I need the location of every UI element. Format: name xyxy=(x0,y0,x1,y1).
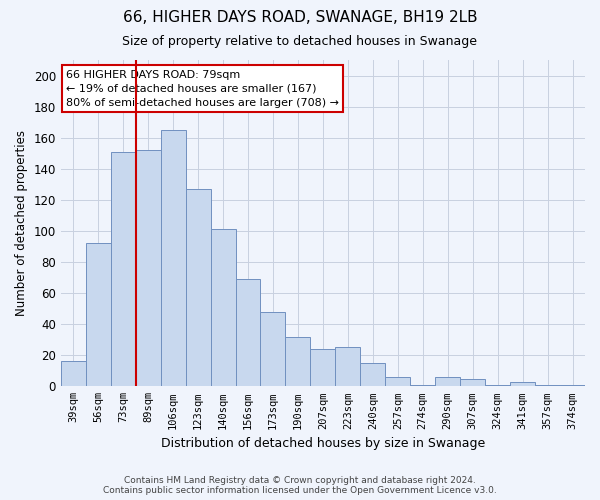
Bar xyxy=(236,279,260,386)
Y-axis label: Number of detached properties: Number of detached properties xyxy=(15,130,28,316)
Bar xyxy=(111,152,136,386)
Text: 66 HIGHER DAYS ROAD: 79sqm
← 19% of detached houses are smaller (167)
80% of sem: 66 HIGHER DAYS ROAD: 79sqm ← 19% of deta… xyxy=(66,70,339,108)
Bar xyxy=(136,150,161,386)
Bar xyxy=(260,312,286,386)
Bar xyxy=(211,230,236,386)
Bar xyxy=(435,377,460,386)
Bar xyxy=(560,385,585,386)
Bar xyxy=(335,348,361,387)
Bar xyxy=(361,363,385,386)
Bar xyxy=(286,336,310,386)
Bar xyxy=(310,349,335,387)
Bar xyxy=(460,378,485,386)
Text: 66, HIGHER DAYS ROAD, SWANAGE, BH19 2LB: 66, HIGHER DAYS ROAD, SWANAGE, BH19 2LB xyxy=(122,10,478,25)
Bar xyxy=(86,244,111,386)
Bar xyxy=(185,189,211,386)
Bar xyxy=(410,385,435,386)
Text: Contains HM Land Registry data © Crown copyright and database right 2024.
Contai: Contains HM Land Registry data © Crown c… xyxy=(103,476,497,495)
Bar xyxy=(385,377,410,386)
Bar xyxy=(161,130,185,386)
X-axis label: Distribution of detached houses by size in Swanage: Distribution of detached houses by size … xyxy=(161,437,485,450)
Bar xyxy=(485,385,510,386)
Text: Size of property relative to detached houses in Swanage: Size of property relative to detached ho… xyxy=(122,35,478,48)
Bar xyxy=(510,382,535,386)
Bar xyxy=(61,362,86,386)
Bar xyxy=(535,385,560,386)
